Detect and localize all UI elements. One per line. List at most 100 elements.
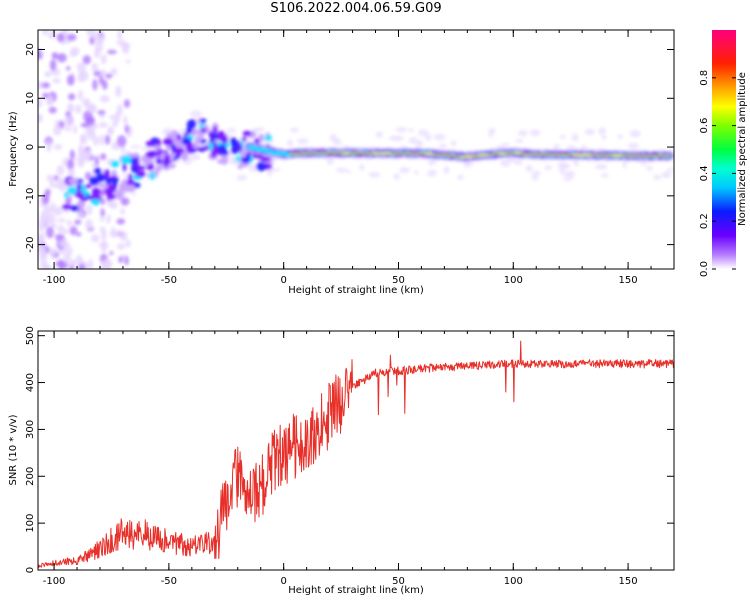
spectrogram-blob [93,33,98,43]
spectrogram-blob [48,106,57,114]
spectrogram-blob [101,241,107,254]
spectrogram-blob [169,152,175,162]
spectrogram-blob [56,165,65,176]
x-tick-label: -100 [43,275,66,286]
spectrogram-blob [254,138,260,145]
spectrogram-blob [96,37,104,45]
spectrogram-blob [76,254,83,265]
spectrogram-blob [595,163,608,170]
spectrogram-blob [50,30,56,37]
spectrogram-blob [38,216,49,229]
spectrogram-blob [94,42,104,53]
spectrogram-blob [93,167,102,175]
spectrogram-hotspot [611,154,623,157]
spectrogram-blob [68,103,74,113]
spectrogram-blob [86,204,93,216]
spectrogram-blob [67,186,78,195]
spectrogram-blob [102,258,113,269]
y-tick-label: 100 [25,514,36,533]
spectrogram-blob [198,131,204,142]
spectrogram-blob [100,208,105,218]
spectrogram-blob [433,133,446,141]
spectrogram-blob [77,89,84,101]
colorbar: 0.0 0.2 0.4 0.6 0.8 Normalized spectral ampl… [699,30,748,277]
spectrogram-blob [501,142,511,147]
spectrogram-blob [74,192,85,198]
spectrogram-blob [110,68,118,76]
spectrogram-blob [80,122,90,128]
spectrogram-hotspot [476,153,489,157]
spectrogram-blob [286,139,294,147]
spectrogram-blob [130,145,142,149]
spectrogram-blob [66,33,77,41]
spectrogram-blob [102,183,109,189]
spectrogram-heatmap [38,30,674,269]
spectrogram-blob [102,79,108,90]
spectrogram-blob [188,153,201,161]
spectrogram-blob [106,214,111,224]
spectrogram-blob [91,62,99,72]
spectrogram-blob [140,155,149,162]
spectrogram-blob [92,79,98,91]
spectrogram-blob [66,219,72,227]
spectrogram-blob [123,99,131,108]
spectrogram-blob [627,142,640,149]
spectrogram-blob [38,117,43,123]
spectrogram-blob [335,167,348,173]
spectrogram-blob [45,71,51,77]
spectrogram-blob [51,52,58,60]
spectrogram-blob [254,127,266,132]
spectrogram-blob [76,62,87,72]
spectrogram-blob [62,229,69,235]
spectrogram-blob [38,80,43,90]
spectrogram-blob [99,216,105,222]
spectrogram-blob [332,138,342,146]
spectrogram-blob [260,156,271,162]
spectrogram-blob [553,143,560,150]
spectrogram-blob [571,133,579,142]
spectrogram-blob [80,184,86,192]
spectrogram-blob [95,173,106,181]
spectrogram-blob [230,146,239,155]
spectrogram-hotspot [372,151,379,155]
spectrogram-blob [52,78,61,84]
spectrogram-blob [77,263,86,269]
x-tick-label: -100 [43,576,66,587]
spectrogram-blob [256,161,267,172]
spectrogram-blob [200,128,207,133]
spectrogram-blob [212,125,218,135]
x-tick-label: 0 [280,275,286,286]
spectrogram-blob [85,219,93,231]
spectrogram-blob [427,169,437,177]
spectrogram-blob [120,197,130,206]
spectrogram-blob [622,160,627,169]
spectrogram-blob [120,155,132,165]
spectrogram-blob [91,233,100,243]
spectrogram-blob [78,211,84,220]
spectrogram-blob [117,30,123,40]
spectrogram-blob [98,183,105,188]
spectrogram-hotspot [423,152,434,156]
spectrogram-blob [125,184,136,193]
spectrogram-blob [49,177,55,189]
spectrogram-blob [199,118,207,124]
spectrogram-blob [165,144,172,151]
spectrogram-blob [115,85,122,98]
spectrogram-blob [457,174,464,180]
spectrogram-hotspot [459,155,475,159]
spectrogram-blob [67,93,76,101]
spectrogram-blob [544,165,553,170]
spectrogram-blob [297,138,309,145]
spectrogram-blob [93,135,99,146]
spectrogram-blob [500,159,511,167]
spectrogram-hotspot [377,152,393,155]
spectrogram-blob [108,115,117,120]
spectrogram-blob [525,164,533,172]
spectrogram-blob [424,133,432,142]
spectrogram-blob [42,265,52,269]
spectrogram-hotspot [341,151,350,155]
spectrogram-blob [645,165,653,171]
spectrogram-blob [57,176,63,189]
